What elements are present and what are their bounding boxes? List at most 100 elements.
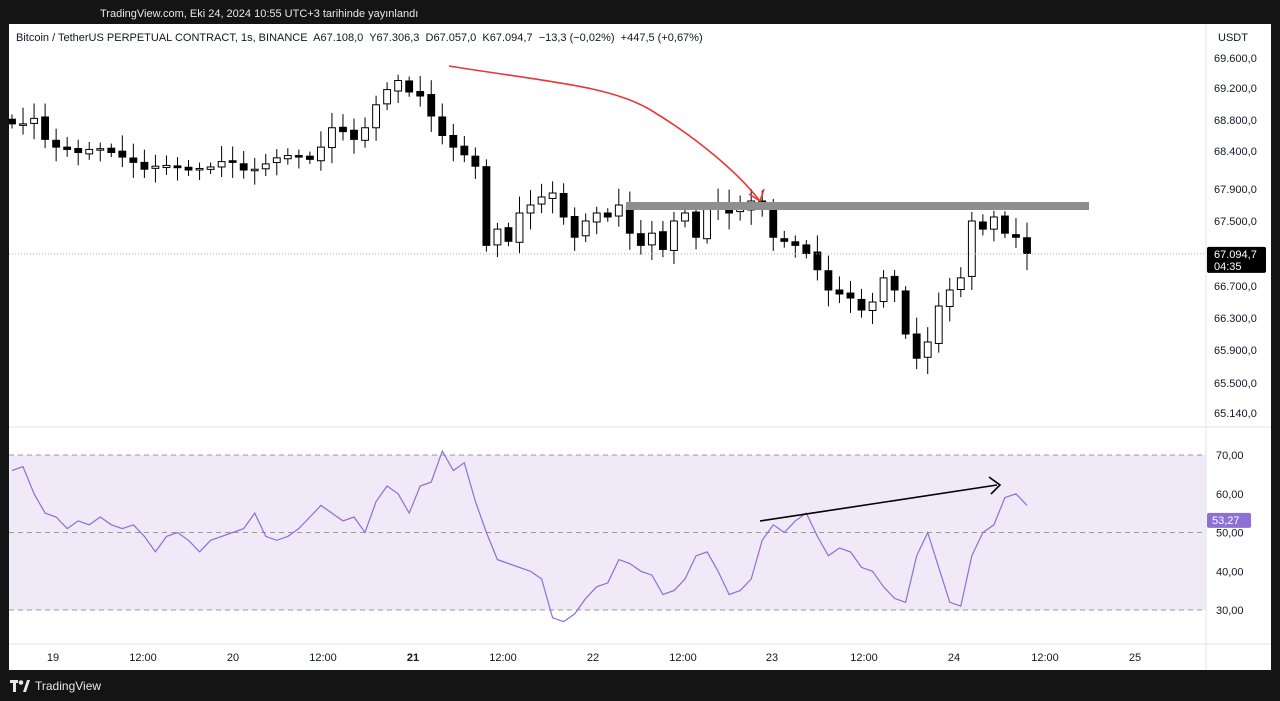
candle-body bbox=[967, 220, 976, 277]
price-tick-label: 65.140,0 bbox=[1214, 408, 1257, 420]
rsi-current-label: 53,27 bbox=[1212, 515, 1240, 527]
top-bar: TradingView.com, Eki 24, 2024 10:55 UTC+… bbox=[0, 0, 1280, 28]
rsi-pane[interactable] bbox=[9, 449, 1206, 623]
candle-body bbox=[614, 204, 623, 217]
candle bbox=[427, 80, 436, 132]
tradingview-footer[interactable]: TradingView bbox=[10, 679, 101, 693]
candle-body bbox=[107, 147, 116, 154]
candle bbox=[350, 118, 358, 154]
candle bbox=[405, 76, 414, 97]
candle-body bbox=[217, 161, 226, 168]
price-tick-label: 65.900,0 bbox=[1214, 345, 1257, 357]
candle-body bbox=[647, 232, 656, 246]
candle bbox=[471, 147, 480, 179]
price-tick-label: 68.800,0 bbox=[1214, 115, 1257, 127]
rsi-tick-label: 60,00 bbox=[1216, 489, 1244, 501]
candle bbox=[592, 206, 601, 235]
candle-body bbox=[603, 212, 612, 218]
candle-body bbox=[515, 212, 524, 243]
chart-panel[interactable]: 69.600,0 69.200,0 68.800,0 68.400,0 67.900,0… bbox=[8, 24, 1271, 670]
candle-body bbox=[162, 164, 171, 169]
candle bbox=[129, 143, 138, 178]
chart-svg[interactable]: 69.600,0 69.200,0 68.800,0 68.400,0 67.900,0… bbox=[8, 24, 1271, 670]
candle bbox=[63, 136, 72, 157]
candle bbox=[96, 142, 105, 162]
candle-body bbox=[261, 163, 270, 170]
candle bbox=[978, 214, 987, 236]
candle bbox=[195, 162, 204, 181]
candle bbox=[659, 221, 667, 258]
candle-body bbox=[802, 244, 811, 254]
candle bbox=[581, 213, 590, 243]
candle-body bbox=[879, 277, 888, 303]
price-pane[interactable] bbox=[8, 74, 1206, 375]
candle-body bbox=[769, 207, 778, 238]
candle bbox=[548, 181, 557, 214]
candle-body bbox=[659, 231, 667, 250]
candle bbox=[515, 196, 524, 254]
candle bbox=[41, 103, 50, 149]
candle bbox=[923, 327, 932, 375]
candle bbox=[559, 183, 568, 225]
candle-body bbox=[945, 289, 954, 307]
candle bbox=[614, 188, 623, 227]
candle bbox=[438, 103, 447, 145]
candle-body bbox=[449, 135, 458, 148]
drawings[interactable] bbox=[448, 65, 1089, 522]
candle bbox=[52, 128, 61, 162]
candle bbox=[250, 157, 259, 185]
candle bbox=[526, 190, 535, 230]
low-value: 67.057,0 bbox=[433, 32, 477, 44]
price-tick-label: 69.200,0 bbox=[1214, 83, 1257, 95]
time-tick-label: 25 bbox=[1129, 652, 1141, 664]
candle bbox=[107, 143, 116, 158]
candle-body bbox=[592, 212, 601, 223]
rsi-trend-arrow-head bbox=[988, 476, 1002, 495]
candle bbox=[460, 135, 469, 163]
candle-body bbox=[339, 126, 347, 133]
price-badge bbox=[1207, 246, 1266, 273]
candle-body bbox=[912, 333, 921, 359]
candle-body bbox=[570, 216, 579, 238]
candle bbox=[956, 267, 965, 298]
countdown-label: 04:35 bbox=[1214, 261, 1242, 273]
candle-body bbox=[791, 241, 800, 246]
candle bbox=[74, 139, 83, 166]
rsi-badge bbox=[1207, 512, 1251, 528]
candle-body bbox=[835, 289, 844, 295]
candle-body bbox=[890, 275, 899, 291]
candle-body bbox=[405, 80, 414, 93]
candle-body bbox=[636, 233, 645, 246]
candle-body bbox=[934, 305, 943, 344]
symbol-title[interactable]: Bitcoin / TetherUS PERPETUAL CONTRACT, 1… bbox=[16, 32, 308, 44]
candle-body bbox=[361, 127, 369, 141]
time-tick-label: 24 bbox=[948, 652, 960, 664]
candle bbox=[316, 131, 325, 171]
candle-body bbox=[74, 148, 83, 154]
candle bbox=[835, 276, 844, 304]
candle-body bbox=[846, 292, 855, 299]
open-label: A bbox=[313, 32, 321, 44]
candle-body bbox=[228, 160, 237, 163]
candle-body bbox=[692, 211, 700, 238]
candle bbox=[504, 222, 513, 247]
candle bbox=[901, 286, 910, 339]
low-label: D bbox=[425, 32, 434, 44]
candle-body bbox=[372, 104, 380, 129]
candle-body bbox=[504, 227, 513, 242]
time-tick-label: 12:00 bbox=[309, 652, 337, 664]
candle bbox=[846, 280, 855, 313]
price-tick-label: 66.300,0 bbox=[1214, 313, 1257, 325]
high-label: Y bbox=[369, 32, 377, 44]
curved-arrow-head bbox=[748, 188, 765, 203]
candle-body bbox=[173, 165, 182, 169]
change-value: −13,3 (−0,02%) bbox=[538, 32, 615, 44]
candle bbox=[272, 149, 281, 176]
candle bbox=[239, 151, 248, 179]
candle bbox=[857, 288, 866, 318]
candle bbox=[294, 149, 303, 169]
candle bbox=[692, 205, 700, 250]
candle bbox=[328, 113, 336, 164]
high-value: 67.306,3 bbox=[376, 32, 420, 44]
candle-body bbox=[250, 168, 259, 172]
